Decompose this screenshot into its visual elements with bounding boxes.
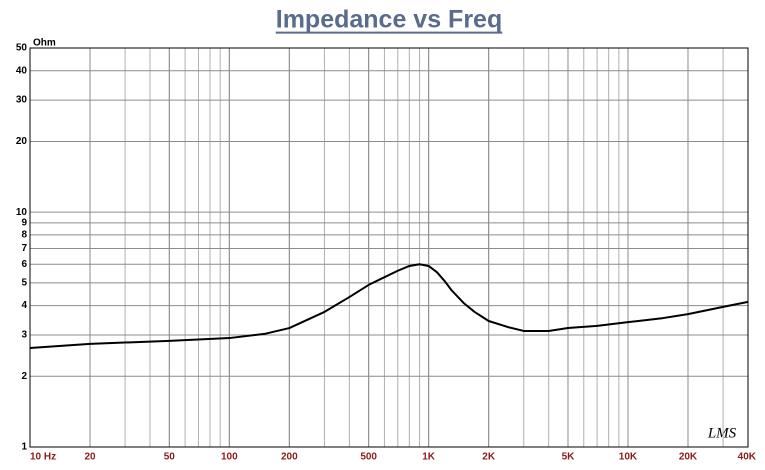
watermark: LMS: [707, 425, 737, 441]
y-tick-label: 30: [16, 95, 28, 106]
x-tick-label: 40K: [738, 452, 757, 463]
x-tick-label: 2K: [482, 452, 496, 463]
y-tick-label: 50: [16, 43, 28, 54]
y-tick-label: 3: [21, 330, 27, 341]
y-tick-label: 1: [21, 442, 27, 453]
x-tick-label: 500: [360, 452, 377, 463]
y-tick-label: 2: [21, 371, 27, 382]
y-tick-label: 9: [21, 218, 27, 229]
plot-frame: [29, 47, 749, 448]
x-tick-label: 1K: [422, 452, 436, 463]
y-tick-label: 20: [16, 136, 28, 147]
y-tick-label: 6: [21, 259, 27, 270]
x-tick-label: 100: [221, 452, 238, 463]
x-tick-label: 50: [164, 452, 176, 463]
x-tick-label: 20K: [679, 452, 698, 463]
x-tick-label: 10 Hz: [30, 452, 56, 463]
x-tick-label: 200: [281, 452, 298, 463]
x-tick-label: 20: [84, 452, 96, 463]
chart-title: Impedance vs Freq: [276, 6, 502, 34]
y-tick-label: 4: [21, 300, 27, 311]
x-tick-label: 10K: [619, 452, 638, 463]
x-tick-label: 5K: [562, 452, 576, 463]
y-axis-label: Ohm: [33, 38, 56, 49]
y-tick-label: 5: [21, 277, 27, 288]
y-tick-label: 8: [21, 230, 27, 241]
y-tick-label: 10: [16, 207, 28, 218]
y-tick-label: 7: [21, 243, 27, 254]
impedance-line: [29, 263, 749, 349]
y-tick-label: 40: [16, 65, 28, 76]
